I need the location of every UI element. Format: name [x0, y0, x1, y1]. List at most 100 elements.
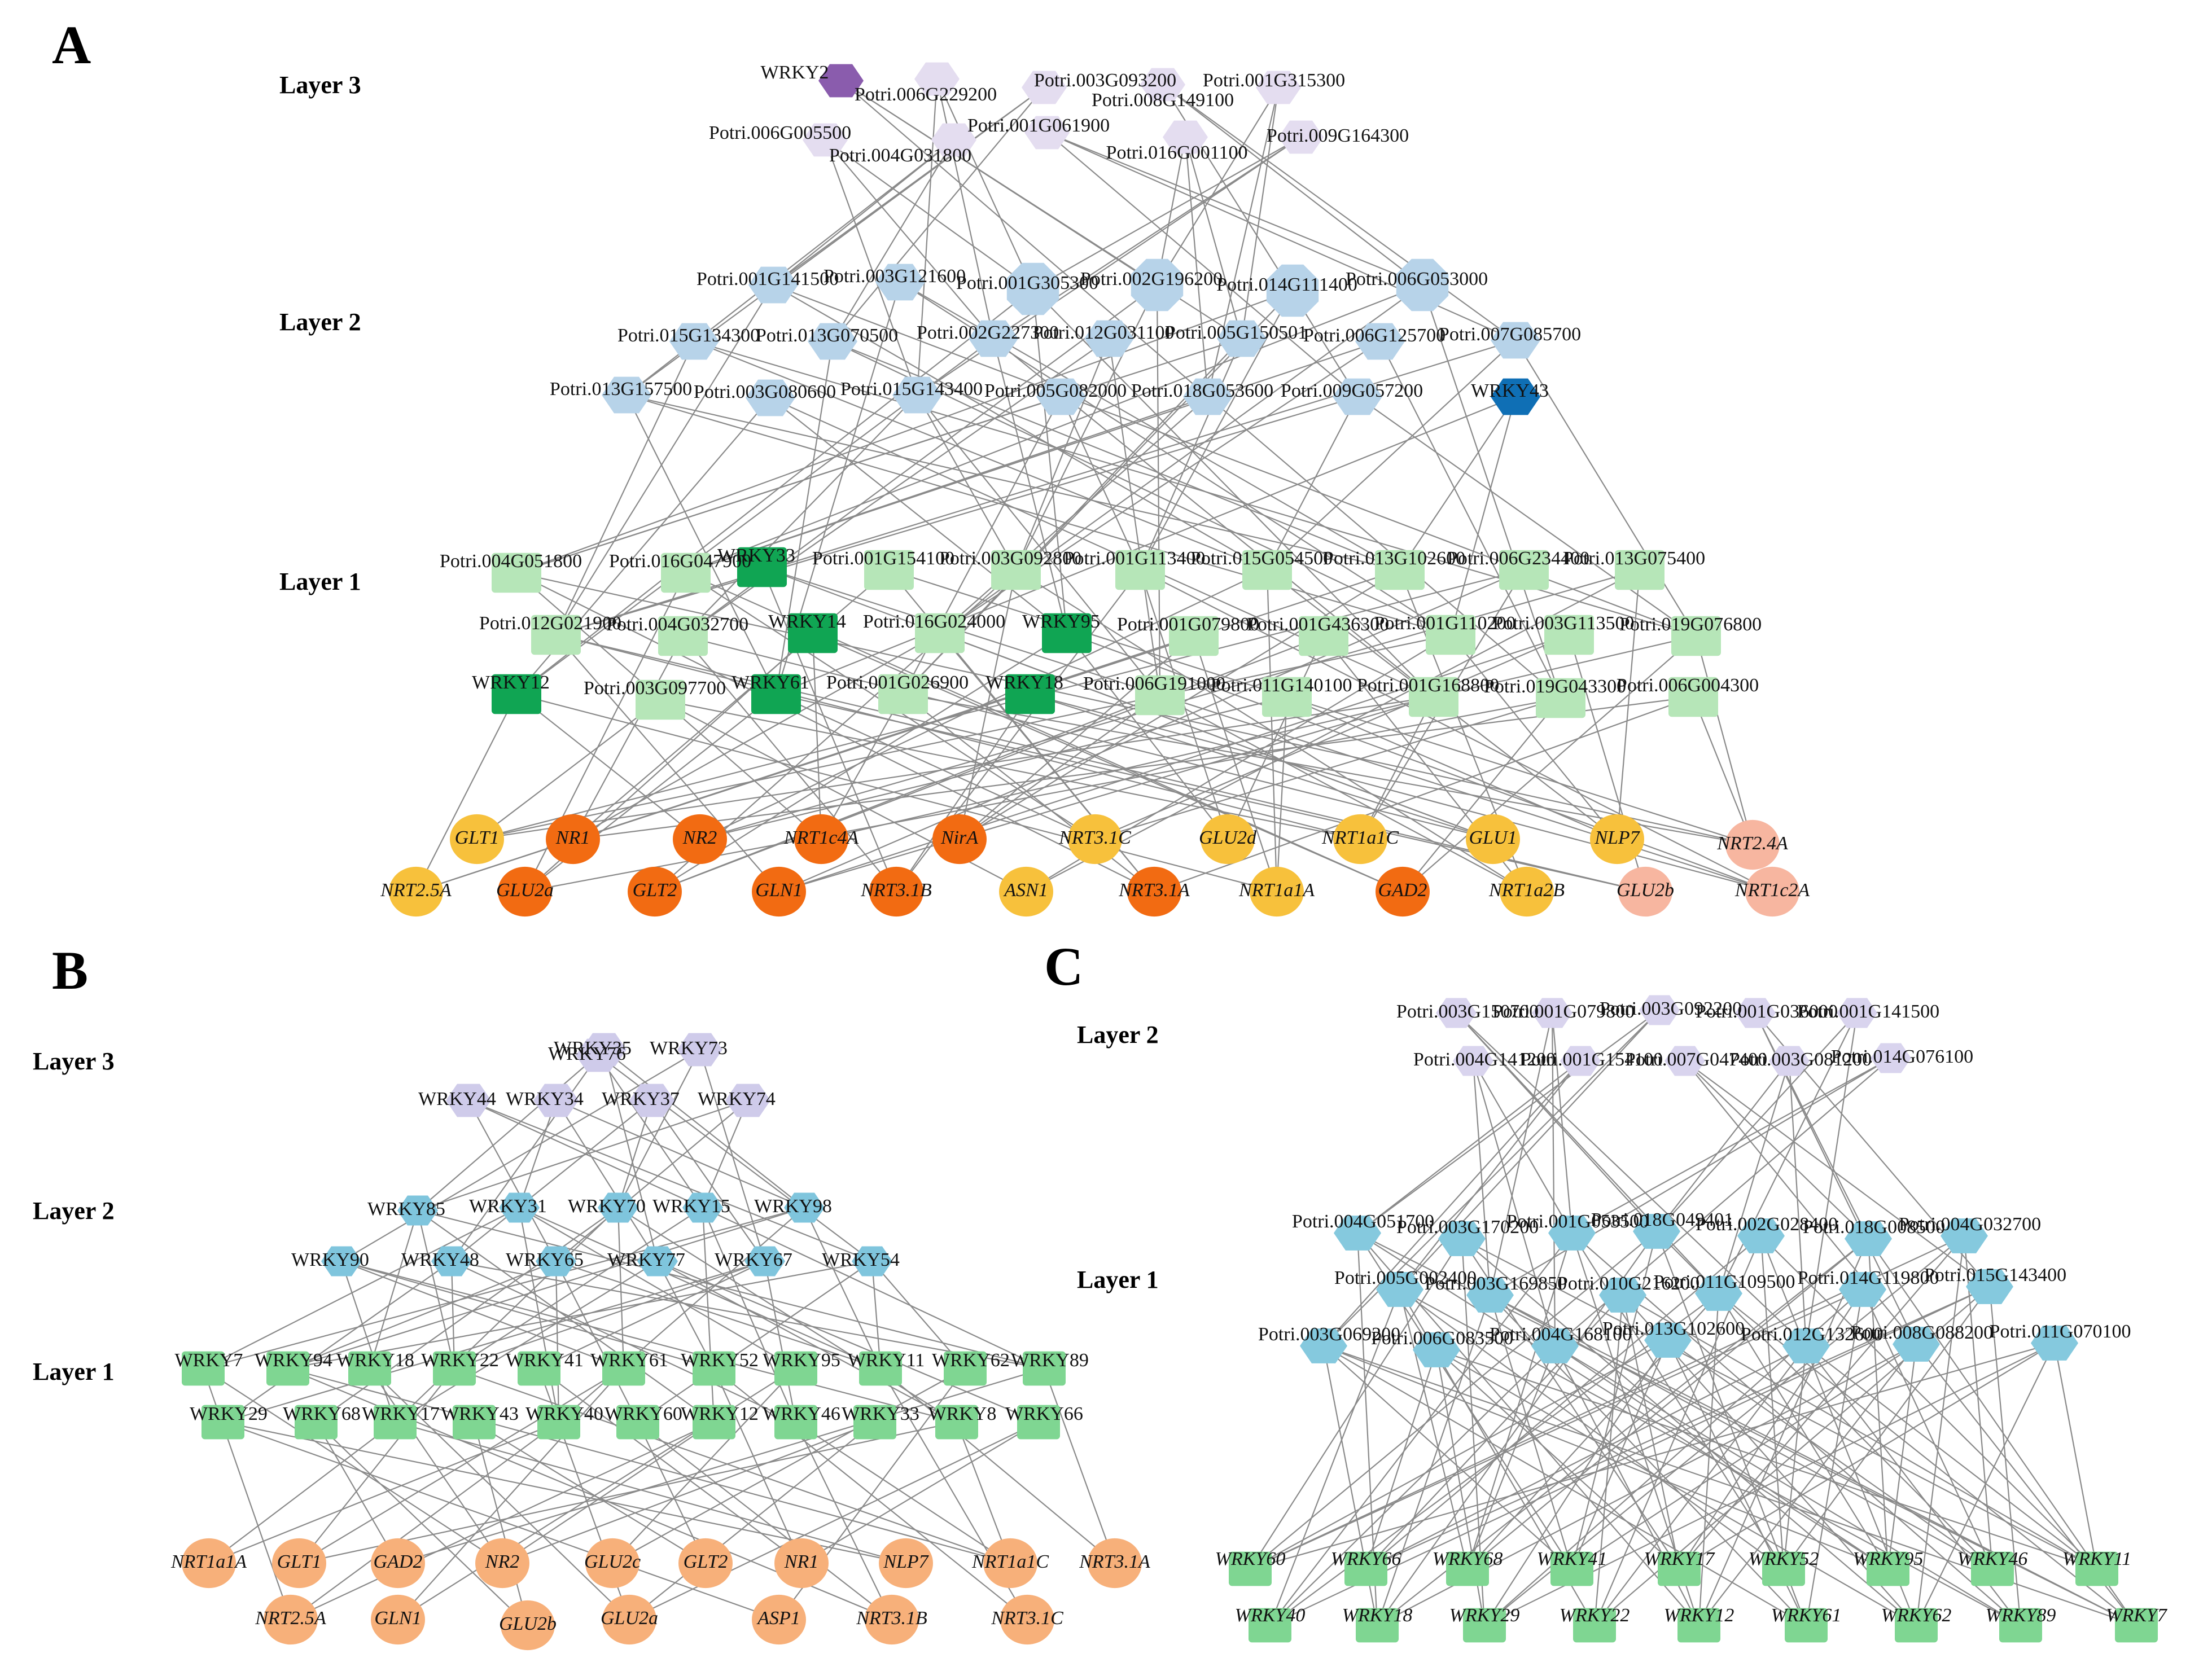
panel-a-layer2-node-potri-005g082000: [1036, 378, 1086, 415]
network-edge: [287, 1207, 805, 1370]
network-edge: [341, 1260, 957, 1423]
network-edge: [775, 341, 834, 695]
panel-a-layer2-label-potri-005g082000: Potri.005G082000: [984, 380, 1127, 401]
panel-a-layer1-node-potri-001g168800: [1409, 677, 1458, 717]
panel-c-layer2-node-potri-004g141200: [1453, 1046, 1493, 1076]
panel-a-layer1-label-potri-013g102600: Potri.013G102600: [1323, 548, 1465, 569]
network-edge: [451, 1261, 796, 1423]
panel-b-target-node-glu2c: [585, 1538, 639, 1589]
panel-c-layer-1-title: Layer 1: [1077, 1266, 1159, 1293]
network-edge: [702, 1100, 749, 1208]
panel-a-layer1-label-potri-001g154100: Potri.001G154100: [812, 548, 954, 569]
network-edge: [824, 139, 918, 396]
panel-b-target-node-nrt2-5a: [264, 1594, 318, 1645]
panel-b-layer1-node-wrky94: [266, 1351, 309, 1386]
panel-b-layer1-node-wrky52: [693, 1351, 735, 1386]
network-edge: [1357, 396, 1697, 637]
network-edge: [1156, 284, 1161, 696]
network-edge: [1357, 1060, 1581, 1234]
panel-a-layer1-label-potri-006g004300: Potri.006G004300: [1617, 675, 1759, 696]
network-edge: [1806, 1345, 2097, 1569]
network-edge: [903, 694, 1155, 892]
network-edge: [1267, 396, 1358, 571]
network-edge: [832, 87, 1045, 342]
panel-b-target-node-glt2: [678, 1538, 733, 1589]
panel-b-layer1-node-wrky22: [433, 1351, 476, 1386]
network-edge: [1718, 1293, 1889, 1569]
network-edge: [516, 694, 700, 840]
panel-c-layer1-label-potri-003g169850: Potri.003G169850: [1425, 1273, 1567, 1294]
panel-a-layer1-node-potri-004g051800: [492, 552, 541, 593]
panel-b-target-label-glu2c: GLU2c: [584, 1551, 641, 1572]
network-edge: [1436, 1349, 1680, 1569]
edge-layer: [202, 78, 2137, 1626]
network-edge: [1269, 1345, 1556, 1626]
panel-b-layer1-label-wrky11: WRKY11: [848, 1350, 925, 1371]
panel-c-target-node-wrky66: [1344, 1551, 1387, 1586]
panel-a-layer2-node-potri-013g070500: [808, 323, 857, 360]
panel-b-layer3-label-wrky37: WRKY37: [602, 1089, 680, 1109]
panel-a-target-node-glt2: [628, 866, 682, 917]
panel-b-layer2-label-wrky48: WRKY48: [401, 1249, 479, 1270]
network-edge: [1323, 1345, 2137, 1626]
panel-label-a: A: [52, 15, 91, 75]
panel-a-layer1-label-potri-011g140100: Potri.011G140100: [1211, 675, 1352, 696]
network-edge: [598, 1055, 703, 1208]
panel-a-layer2-label-potri-001g305300: Potri.001G305300: [956, 273, 1098, 293]
network-edge: [1622, 1295, 1680, 1569]
network-edge: [1473, 1060, 1573, 1234]
panel-a-layer2-label-potri-014g111400: Potri.014G111400: [1216, 274, 1357, 295]
network-edge: [395, 1261, 658, 1423]
network-edge: [1376, 1295, 1491, 1626]
panel-b-layer1-label-wrky41: WRKY41: [506, 1350, 584, 1371]
panel-c-layer2-label-potri-003g081200: Potri.003G081200: [1729, 1049, 1872, 1070]
panel-b-layer2-node-wrky48: [431, 1246, 472, 1277]
network-edge: [654, 635, 1324, 893]
panel-b-target-node-gln1: [371, 1594, 425, 1645]
panel-a-layer3-label-potri-016g001100: Potri.016G001100: [1106, 142, 1248, 163]
panel-a-layer2-node-potri-012g031100: [1084, 320, 1134, 357]
network-edge: [812, 633, 822, 840]
network-edge: [2053, 1343, 2098, 1569]
network-edge: [415, 635, 1194, 893]
network-edge: [778, 696, 1434, 893]
panel-a-target-node-nrt3-1c: [1068, 814, 1122, 865]
panel-a-layer2-label-potri-006g125700: Potri.006G125700: [1303, 325, 1446, 346]
network-edge: [795, 1422, 1011, 1564]
network-edge: [1046, 131, 1423, 286]
panel-a-layer1-node-wrky18: [1005, 674, 1055, 714]
panel-c-layer1-label-potri-002g028400: Potri.002G028400: [1696, 1214, 1838, 1235]
panel-c-layer2-label-potri-003g150700: Potri.003G150700: [1396, 1001, 1539, 1022]
panel-b-layer1-node-wrky18: [348, 1351, 391, 1386]
panel-a-layer1-node-potri-015g054500: [1242, 550, 1292, 590]
panel-b-layer1-label-wrky46: WRKY46: [763, 1403, 840, 1424]
panel-b-layer1-node-wrky43: [453, 1405, 496, 1440]
network-edge: [450, 1261, 455, 1369]
network-edge: [516, 693, 1277, 893]
panel-c-layer2-node-potri-001g141500: [1837, 998, 1877, 1028]
panel-b-layer1-label-wrky43: WRKY43: [441, 1403, 519, 1424]
panel-a-layer1-label-wrky14: WRKY14: [768, 611, 846, 632]
network-edge: [1276, 696, 1288, 892]
network-edge: [832, 340, 1400, 571]
network-edge: [451, 1055, 599, 1262]
network-edge: [682, 635, 897, 892]
network-edge: [801, 1422, 1039, 1564]
panel-b-layer1-node-wrky41: [518, 1351, 560, 1386]
network-edge: [1323, 1345, 1807, 1626]
panel-a-layer1-node-wrky12: [492, 674, 541, 714]
panel-a-target-label-nrt1c2a: NRT1c2A: [1734, 880, 1810, 901]
panel-a-layer1-label-potri-019g076800: Potri.019G076800: [1619, 614, 1762, 635]
panel-a-layer1-label-potri-001g026900: Potri.001G026900: [826, 672, 969, 693]
network-edge: [1916, 1343, 2055, 1626]
panel-b-layer3-node-wrky34: [533, 1084, 579, 1117]
network-edge: [1184, 137, 1209, 397]
network-edge: [880, 1368, 1115, 1564]
panel-a-layer1-node-potri-013g075400: [1615, 550, 1665, 590]
network-edge: [702, 1207, 1045, 1369]
panel-c-target-node-wrky89: [1999, 1608, 2042, 1643]
network-edge: [1684, 1060, 1869, 1239]
network-edge: [1656, 1012, 1858, 1232]
network-edge: [1782, 1345, 1807, 1569]
panel-c-layer1-label-potri-006g083500: Potri.006G083500: [1371, 1328, 1513, 1349]
